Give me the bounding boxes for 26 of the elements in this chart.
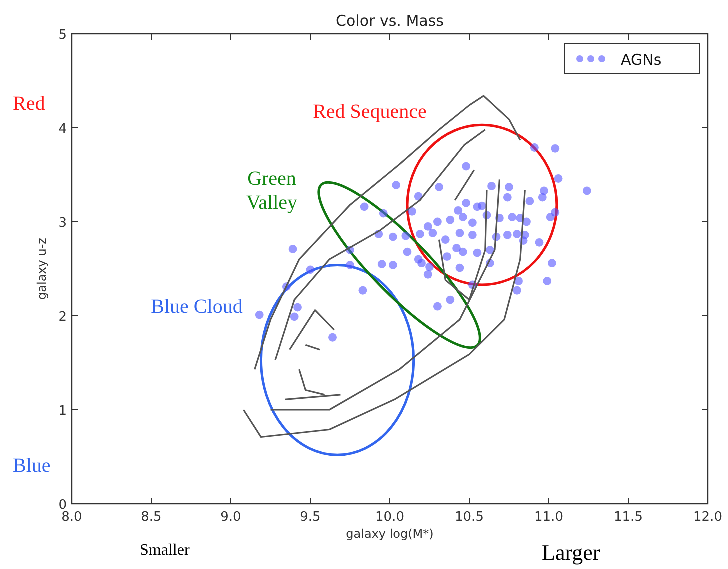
y-tick-label: 3 — [58, 216, 67, 231]
chart-title: Color vs. Mass — [336, 12, 444, 30]
x-axis-title: galaxy log(M*) — [346, 527, 434, 541]
text: Smaller — [140, 542, 190, 559]
x-tick-label: 10.0 — [376, 510, 404, 525]
x-tick-label: 9.5 — [300, 510, 321, 525]
x-tick-label: 10.5 — [455, 510, 484, 525]
y-tick-label: 0 — [58, 498, 67, 513]
annotation: Blue Cloud — [151, 296, 243, 318]
y-tick-label: 5 — [58, 28, 67, 43]
y-tick-label: 4 — [58, 122, 67, 137]
x-tick-label: 11.0 — [534, 510, 564, 525]
x-tick-label: 8.5 — [141, 510, 162, 525]
text: Larger — [542, 540, 601, 565]
x-tick-label: 9.0 — [220, 510, 242, 525]
legend-label: AGNs — [621, 51, 662, 69]
annotation: Red Sequence — [313, 101, 428, 123]
x-tick-label: 12.0 — [694, 510, 722, 525]
text: Red — [13, 93, 46, 115]
text: Blue — [13, 455, 51, 477]
y-tick-label: 1 — [58, 404, 67, 419]
x-tick-label: 11.5 — [614, 510, 643, 525]
y-tick-label: 2 — [58, 310, 67, 325]
x-tick-label: 8.0 — [62, 510, 82, 525]
y-axis-title: galaxy u-z — [35, 238, 49, 300]
annotation: Green Valley — [246, 168, 298, 214]
